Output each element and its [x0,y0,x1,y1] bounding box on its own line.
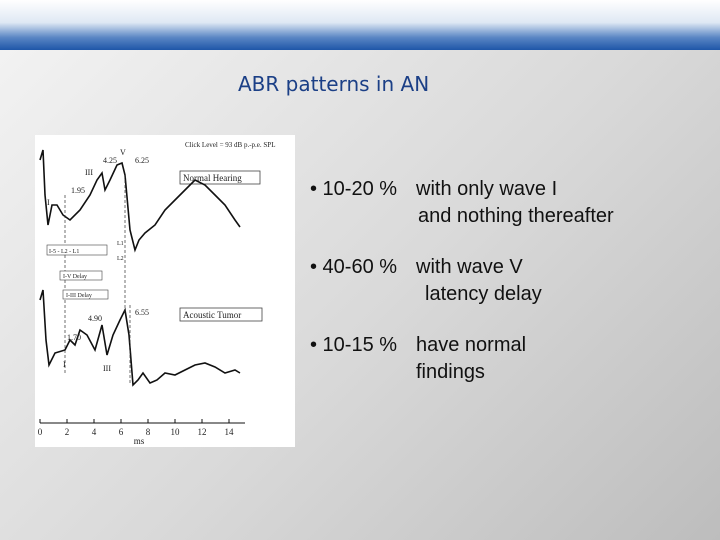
peak-label: III [85,168,93,177]
abr-figure: Click Level = 93 dB p.-p.e. SPL Normal H… [35,135,295,447]
x-tick-label: 12 [198,427,207,437]
peak-label: 1.70 [67,333,81,342]
bullet-text: latency delay [425,283,542,305]
figure-caption: Click Level = 93 dB p.-p.e. SPL [185,141,275,149]
x-tick-label: 10 [171,427,181,437]
bullet-text: findings [416,361,485,383]
peak-label: 4.25 [103,156,117,165]
bullet-text: with only wave I [416,178,558,200]
x-tick-label: 14 [225,427,235,437]
bullet-text: with wave V [416,256,523,278]
x-tick-label: 2 [65,427,70,437]
peak-label: 4.90 [88,314,102,323]
bullet-marker: • 10-15 % [310,334,398,356]
peak-label: III [103,364,111,373]
interval-label: I-III Delay [66,293,92,299]
peak-label: 1.95 [71,186,85,195]
x-tick-label: 4 [92,427,97,437]
x-tick-label: 6 [119,427,124,437]
x-tick-label: 8 [146,427,151,437]
peak-label: I [47,198,50,207]
interval-label: I-V Delay [63,274,87,280]
bullet-marker: • 10-20 % [310,178,398,200]
slide-title: ABR patterns in AN [238,72,430,96]
bullet-marker: • 40-60 % [310,256,398,278]
peak-label: L2 [117,256,124,262]
interval-label: I-5 - L2 - L1 [49,249,79,255]
panel-label: Normal Hearing [183,173,242,183]
peak-label: V [120,148,126,157]
x-axis-label: ms [134,436,145,446]
header-band [0,0,720,50]
peak-label: L1 [117,241,124,247]
x-tick-label: 0 [38,427,43,437]
peak-label: I [63,360,66,369]
bullet-text: and nothing thereafter [418,205,614,227]
panel-label: Acoustic Tumor [183,310,241,320]
peak-label: 6.55 [135,308,149,317]
bullet-text: have normal [416,334,527,356]
peak-label: 6.25 [135,156,149,165]
